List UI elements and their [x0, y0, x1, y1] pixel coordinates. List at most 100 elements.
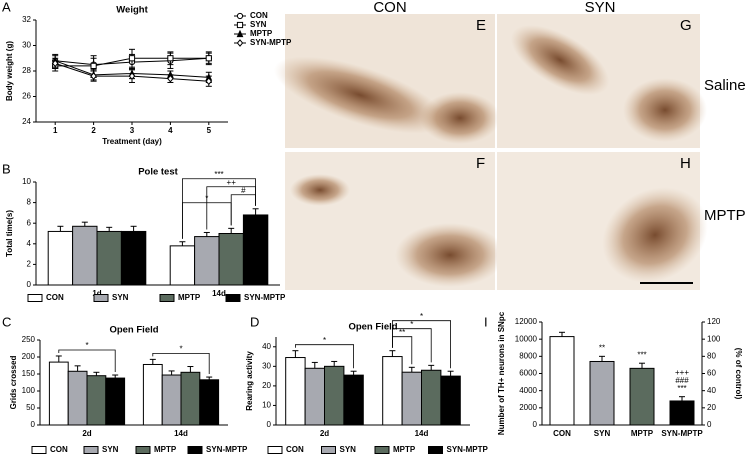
panel-label: C	[2, 314, 11, 329]
y-tick-label: 10	[262, 401, 271, 410]
marker	[167, 74, 174, 83]
y-tick-label: 100	[22, 386, 36, 395]
bar	[180, 371, 201, 426]
y-tick-label: 150	[22, 369, 36, 378]
panel-label: F	[476, 155, 485, 172]
y-tick-label: 32	[22, 15, 31, 24]
row-label: MPTP	[704, 207, 746, 224]
y2-tick-label: 40	[707, 386, 716, 395]
chart-title: Open Field	[348, 322, 397, 333]
y-tick-label: 2	[27, 260, 32, 269]
stain	[602, 187, 708, 283]
y-tick-label: 50	[26, 403, 35, 412]
bar	[47, 230, 74, 286]
micrographs: CON SYN Saline MPTP E G F H	[273, 0, 746, 290]
x-tick-label: 1	[53, 126, 58, 135]
bar	[194, 236, 220, 286]
significance-label: **	[399, 328, 405, 337]
x-tick-label: 14d	[212, 289, 226, 298]
x-tick-label: 14d	[174, 429, 188, 438]
bar	[324, 365, 345, 426]
x-tick-label: 14d	[415, 429, 429, 438]
x-tick-label: 1d	[92, 289, 101, 298]
y-tick-label: 8000	[519, 351, 537, 360]
bar	[629, 367, 655, 426]
column-label: CON	[373, 0, 406, 16]
legend-label: CON	[286, 445, 304, 454]
stain	[623, 78, 707, 142]
stain	[290, 174, 350, 206]
y2-tick-label: 120	[707, 317, 721, 326]
legend-label: CON	[50, 445, 68, 454]
marker	[51, 59, 59, 68]
panel-label: A	[2, 0, 11, 14]
significance-label: ++	[227, 178, 237, 187]
x-tick-label: 2d	[320, 429, 329, 438]
chart-title: Open Field	[109, 325, 158, 336]
bar	[242, 214, 269, 286]
y-tick-label: 8	[27, 198, 32, 207]
y-axis-label: Body weight (g)	[5, 41, 14, 101]
y-tick-label: 20	[262, 381, 271, 390]
legend-label: CON	[250, 11, 268, 20]
significance-bracket	[152, 352, 210, 375]
y-tick-label: 200	[22, 352, 36, 361]
x-tick-label: 5	[207, 126, 212, 135]
y-axis-label: Total time(s)	[5, 210, 14, 257]
legend-swatch	[93, 294, 109, 302]
stain	[273, 56, 447, 134]
marker	[236, 12, 244, 20]
stain	[510, 25, 610, 95]
bar	[285, 357, 306, 426]
y2-tick-label: 100	[707, 334, 721, 343]
legend-swatch	[27, 294, 43, 302]
significance-label: *	[205, 194, 208, 203]
y-tick-label: 40	[262, 342, 271, 351]
bar	[421, 369, 442, 426]
legend-swatch	[267, 446, 283, 454]
legend-label: SYN-MPTP	[206, 445, 248, 454]
y-tick-label: 28	[22, 66, 31, 75]
x-tick-label: 3	[130, 126, 135, 135]
legend-label: SYN	[112, 293, 129, 302]
marker	[205, 77, 213, 86]
bar	[169, 245, 196, 286]
significance-bracket	[392, 336, 413, 365]
legend-swatch	[31, 446, 47, 454]
bar	[142, 363, 163, 426]
y-tick-label: 30	[262, 361, 271, 370]
chart-title: Weight	[116, 5, 148, 16]
significance-label: *	[85, 341, 88, 350]
bar	[86, 375, 107, 426]
y-tick-label: 6	[27, 218, 32, 227]
y2-tick-label: 60	[707, 369, 716, 378]
legend-label: SYN-MPTP	[250, 38, 292, 47]
y-tick-label: 6000	[519, 369, 537, 378]
legend-swatch	[225, 294, 241, 302]
y-tick-label: 0	[27, 280, 32, 289]
y-tick-label: 0	[267, 420, 272, 429]
y-tick-label: 10000	[515, 334, 538, 343]
bar	[343, 374, 364, 426]
legend-swatch	[321, 446, 336, 454]
legend-label: SYN-MPTP	[244, 293, 286, 302]
x-tick-label: SYN	[594, 429, 611, 438]
legend-label: CON	[46, 293, 64, 302]
significance-bracket	[182, 202, 232, 239]
legend-swatch	[374, 446, 390, 454]
y-tick-label: 250	[22, 335, 36, 344]
significance-label: *	[420, 312, 423, 321]
x-tick-label: MPTP	[631, 429, 654, 438]
y-tick-label: 24	[22, 117, 31, 126]
x-tick-label: SYN-MPTP	[661, 429, 703, 438]
stain	[395, 223, 505, 287]
significance-label: **	[599, 343, 605, 352]
bar	[549, 336, 575, 426]
significance-label: *	[410, 320, 413, 329]
panel-label: G	[680, 17, 692, 34]
bar	[72, 225, 98, 286]
y-tick-label: 12000	[515, 317, 538, 326]
row-label: Saline	[704, 77, 746, 94]
